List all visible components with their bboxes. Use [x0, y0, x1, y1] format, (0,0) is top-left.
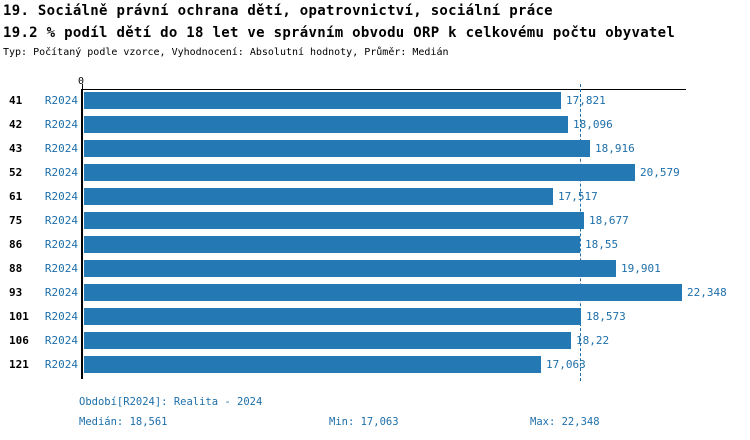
row-category-label: 88	[9, 262, 23, 275]
x-axis-line	[82, 89, 686, 90]
chart-row: 61 R2024 17,517	[0, 188, 750, 205]
footer-max-label: Max: 22,348	[530, 416, 600, 428]
row-category-label: 41	[9, 94, 23, 107]
chart-row: 88 R2024 19,901	[0, 260, 750, 277]
row-series-label: R2024	[44, 238, 78, 251]
median-line	[580, 84, 581, 381]
bar	[84, 188, 553, 205]
row-series-label: R2024	[44, 262, 78, 275]
y-axis-line	[81, 89, 83, 379]
footer-period-label: Období[R2024]: Realita - 2024	[79, 396, 263, 408]
row-category-label: 121	[9, 358, 29, 371]
chart-row: 121 R2024 17,063	[0, 356, 750, 373]
row-category-label: 93	[9, 286, 23, 299]
bar-value-label: 18,916	[595, 142, 635, 155]
bar	[84, 260, 616, 277]
bar	[84, 308, 581, 325]
x-axis-zero-tick-label: 0	[77, 76, 85, 87]
bar	[84, 356, 541, 373]
chart-row: 86 R2024 18,55	[0, 236, 750, 253]
chart-row: 106 R2024 18,22	[0, 332, 750, 349]
bar	[84, 284, 682, 301]
row-series-label: R2024	[44, 118, 78, 131]
bar	[84, 212, 584, 229]
row-category-label: 106	[9, 334, 29, 347]
row-series-label: R2024	[44, 334, 78, 347]
row-category-label: 52	[9, 166, 23, 179]
bar-value-label: 17,063	[546, 358, 586, 371]
bar-value-label: 18,22	[576, 334, 610, 347]
bar-value-label: 19,901	[621, 262, 661, 275]
row-category-label: 42	[9, 118, 23, 131]
row-category-label: 101	[9, 310, 29, 323]
row-series-label: R2024	[44, 286, 78, 299]
row-series-label: R2024	[44, 214, 78, 227]
bar-value-label: 18,677	[589, 214, 629, 227]
page-subtitle: 19.2 % podíl dětí do 18 let ve správním …	[3, 25, 676, 41]
row-series-label: R2024	[44, 358, 78, 371]
row-series-label: R2024	[44, 310, 78, 323]
row-series-label: R2024	[44, 94, 78, 107]
chart-row: 52 R2024 20,579	[0, 164, 750, 181]
bar-value-label: 22,348	[687, 286, 727, 299]
chart-meta: Typ: Počítaný podle vzorce, Vyhodnocení:…	[3, 47, 449, 58]
zero-tick	[82, 84, 83, 89]
row-category-label: 75	[9, 214, 23, 227]
chart-row: 93 R2024 22,348	[0, 284, 750, 301]
row-category-label: 61	[9, 190, 23, 203]
bar-value-label: 18,573	[586, 310, 626, 323]
bar-value-label: 18,096	[573, 118, 613, 131]
bar	[84, 332, 571, 349]
bar-value-label: 17,821	[566, 94, 606, 107]
row-series-label: R2024	[44, 190, 78, 203]
bar	[84, 236, 580, 253]
chart-row: 43 R2024 18,916	[0, 140, 750, 157]
footer-min-label: Min: 17,063	[329, 416, 399, 428]
bar	[84, 164, 635, 181]
page-title: 19. Sociálně právní ochrana dětí, opatro…	[3, 3, 553, 19]
footer-median-label: Medián: 18,561	[79, 416, 168, 428]
chart-row: 101 R2024 18,573	[0, 308, 750, 325]
bar-value-label: 20,579	[640, 166, 680, 179]
bar	[84, 140, 590, 157]
chart-row: 41 R2024 17,821	[0, 92, 750, 109]
bar-value-label: 18,55	[585, 238, 619, 251]
chart-row: 75 R2024 18,677	[0, 212, 750, 229]
row-series-label: R2024	[44, 166, 78, 179]
bar	[84, 116, 568, 133]
bar-value-label: 17,517	[558, 190, 598, 203]
bar	[84, 92, 561, 109]
row-category-label: 86	[9, 238, 23, 251]
chart-row: 42 R2024 18,096	[0, 116, 750, 133]
row-series-label: R2024	[44, 142, 78, 155]
row-category-label: 43	[9, 142, 23, 155]
